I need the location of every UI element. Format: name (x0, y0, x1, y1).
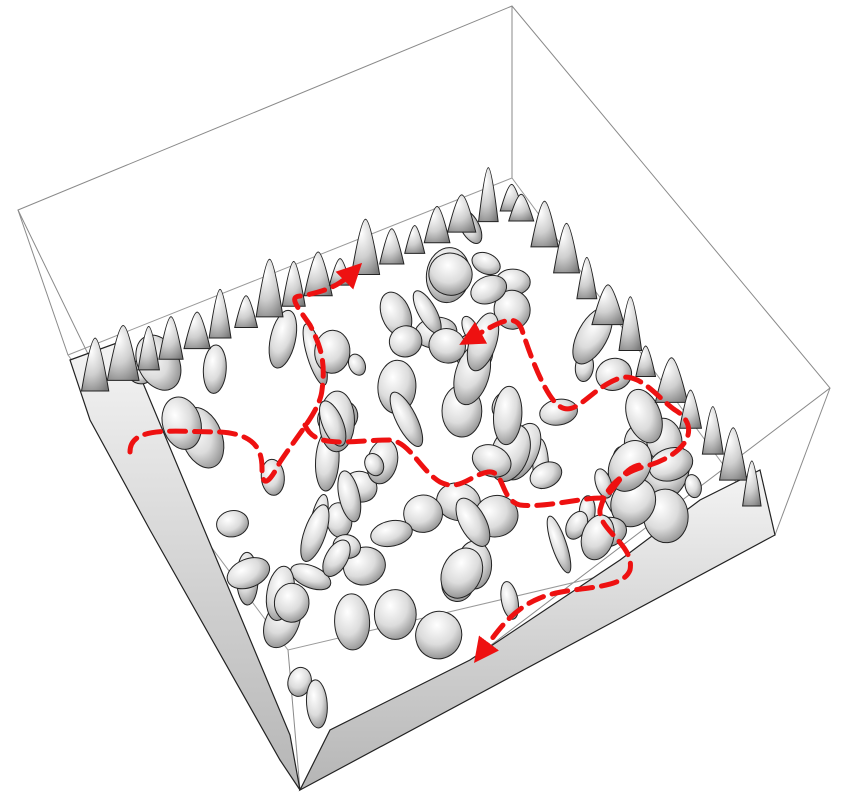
surface-blob (300, 504, 330, 562)
surface-peak (618, 296, 643, 352)
surface-blob (161, 396, 202, 450)
surface-blob (428, 252, 473, 296)
surface-peak (718, 427, 748, 481)
slab-left-wall (69, 339, 301, 791)
surface-peak (591, 284, 625, 326)
surface-blob (319, 400, 347, 447)
box-edge (17, 209, 69, 356)
surface-blob (334, 593, 371, 651)
path-middle (302, 422, 643, 509)
surface-blob (403, 494, 443, 533)
surface-blob (529, 461, 563, 489)
surface-peak (350, 218, 381, 276)
surface-peak (208, 288, 232, 339)
surface-peak (303, 251, 333, 297)
isosurface-peaks (80, 167, 762, 507)
surface-blob (539, 398, 578, 426)
surface-peak (404, 224, 426, 254)
isosurface-blobs (128, 209, 702, 729)
surface-blob (305, 679, 328, 729)
surface-blob (322, 539, 351, 577)
surface-peak (106, 325, 140, 381)
surface-blob (470, 274, 508, 305)
percolation-paths (127, 262, 692, 664)
surface-peak (255, 258, 284, 318)
surface-blob (684, 474, 702, 499)
surface-blob (500, 581, 520, 620)
surface-peak (635, 345, 657, 377)
surface-blob (389, 391, 424, 447)
surface-peak (379, 228, 405, 265)
surface-peak (183, 311, 211, 350)
surface-peak (508, 193, 535, 222)
surface-blob (337, 470, 362, 523)
box-edge (774, 387, 831, 536)
surface-peak (447, 194, 477, 233)
surface-peak (530, 200, 559, 248)
surface-blob (373, 589, 417, 640)
surface-peak (654, 357, 689, 403)
surface-blob (364, 453, 385, 477)
surface-peak (701, 406, 724, 455)
surface-peak (137, 325, 160, 371)
box-edge (287, 649, 301, 791)
surface-peak (552, 222, 581, 274)
surface-blob (388, 325, 423, 358)
surface-peak (158, 316, 184, 360)
surface-blob (546, 515, 572, 574)
surface-blob (415, 610, 463, 660)
surface-blob (625, 388, 663, 444)
surface-blob (347, 353, 367, 376)
surface-peak (576, 257, 598, 300)
surface-peak (80, 337, 110, 392)
surface-peak (423, 205, 451, 244)
surface-blob (370, 519, 413, 548)
surface-peak (742, 460, 762, 507)
path-left (127, 262, 363, 484)
surface-peak (477, 167, 499, 223)
surface-blob (216, 509, 249, 538)
surface-blob (202, 344, 227, 394)
surface-blob (273, 582, 310, 623)
surface-blob (226, 557, 271, 590)
surface-blob (268, 309, 298, 369)
path-right (459, 317, 692, 664)
surface-peak (234, 295, 259, 328)
surface-blob (471, 251, 501, 276)
surface-blob (595, 357, 633, 391)
surface-blob (290, 563, 332, 591)
